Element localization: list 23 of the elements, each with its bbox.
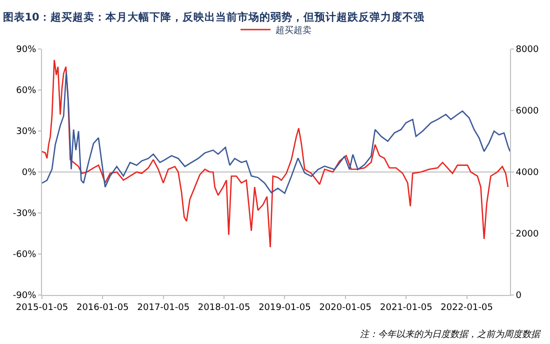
y-tick-label: 60% (16, 86, 37, 96)
x-tick-label: 2018-01-05 (198, 302, 250, 313)
y2-tick-label: 6000 (516, 106, 539, 117)
chart-title: 图表10：超买超卖：本月大幅下降，反映出当前市场的弱势，但预计超跌反弹力度不强 (2, 10, 426, 24)
y-tick-label: 90% (16, 45, 37, 56)
text: 注：今年以来的为日度数据，之前为周度数据 (360, 329, 541, 340)
y-tick-label: -30% (12, 209, 37, 220)
y-tick-label: -60% (12, 250, 37, 260)
x-tick-label: 2017-01-05 (137, 302, 190, 313)
x-tick-label: 2022-01-05 (440, 302, 493, 313)
legend-label: 超买超卖 (276, 25, 312, 36)
y2-tick-label: 4000 (516, 168, 539, 178)
y-tick-label: 0% (22, 168, 37, 178)
y2-tick-label: 8000 (516, 45, 539, 56)
x-tick-label: 2020-01-05 (319, 302, 372, 313)
x-tick-label: 2015-01-05 (16, 302, 68, 313)
y2-tick-label: 2000 (516, 230, 539, 240)
x-tick-label: 2021-01-05 (380, 302, 432, 313)
y-tick-label: 30% (16, 127, 37, 138)
y2-tick-label: 0 (516, 291, 522, 302)
x-tick-label: 2019-01-05 (258, 302, 311, 313)
x-tick-label: 2016-01-05 (76, 302, 129, 313)
y-tick-label: -90% (12, 291, 37, 302)
